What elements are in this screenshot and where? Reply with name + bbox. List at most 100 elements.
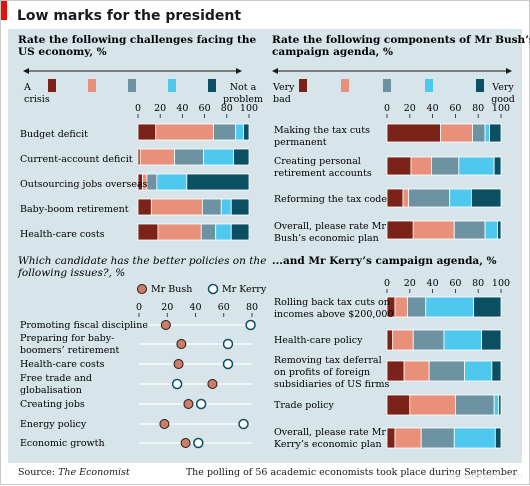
challenges-axis-tick-label: 20 [154, 103, 166, 114]
bush-bar-segment [386, 156, 412, 176]
kerry-category-label: subsidiaries of US firms [274, 379, 390, 390]
bush-bar-segment [489, 123, 502, 143]
kerry-category-label: Kerry’s economic plan [274, 439, 382, 450]
bush-bar-segment [458, 156, 495, 176]
candidates-axis-tick-label: 20 [161, 302, 173, 313]
challenges-bar-segment [157, 223, 202, 241]
challenges-bar-segment [150, 198, 203, 216]
chart-panels-background [8, 29, 522, 463]
candidates-axis-tick-label: 60 [218, 302, 230, 313]
kerry-bar-segment [386, 394, 411, 416]
kerry-category-label: Removing tax deferral [274, 355, 382, 366]
kerry-bar-segment [407, 296, 427, 318]
kerry-point [245, 319, 256, 331]
bush-bar-segment [410, 156, 432, 176]
legend-kerry-label: Mr Kerry [222, 284, 267, 295]
legend-kerry-marker [207, 283, 219, 295]
candidates-axis-tick-label: 80 [246, 302, 258, 313]
bush-bar-segment [449, 188, 472, 208]
legend-challenges-high-label: Not a [230, 82, 257, 93]
legend-bush-swatch-2 [341, 79, 349, 92]
legend-bush-swatch-4 [425, 79, 433, 92]
kerry-bar-segment [464, 360, 493, 382]
page-title: Low marks for the president [17, 8, 242, 24]
kerry-axis-tick-label: 60 [449, 278, 461, 289]
panel-title-candidates: Which candidate has the better policies … [18, 255, 266, 267]
legend-bush-arrow-right [506, 68, 512, 74]
bush-bar-segment [497, 220, 502, 240]
candidates-axis-tick-label: 40 [189, 302, 201, 313]
kerry-point [171, 378, 183, 390]
bush-axis-tick-label: 0 [384, 103, 390, 114]
challenges-bar-segment [233, 148, 250, 166]
bush-axis-tick-label: 80 [472, 103, 484, 114]
panel-title-challenges: Rate the following challenges facing the [18, 34, 256, 46]
panel-title-bush-agenda: campaign agenda, % [272, 46, 393, 58]
kerry-axis-tick-label: 20 [404, 278, 416, 289]
legend-challenges-swatch-4 [168, 79, 176, 92]
kerry-bar-segment [498, 394, 502, 416]
bush-category-label: Creating personal [274, 156, 361, 167]
bush-point [159, 419, 170, 429]
bush-bar-segment [470, 188, 502, 208]
kerry-point [195, 398, 207, 410]
challenges-axis-tick-label: 40 [176, 103, 188, 114]
legend-challenges-arrow-left [23, 68, 29, 74]
challenges-axis-tick-label: 80 [221, 103, 233, 114]
kerry-point [238, 418, 249, 430]
kerry-category-label: Rolling back tax cuts on [274, 297, 390, 308]
bush-point [160, 320, 171, 330]
bush-bar-segment [484, 123, 491, 143]
bush-bar-segment [402, 188, 410, 208]
challenges-bar-segment [230, 198, 250, 216]
kerry-bar-segment [420, 427, 455, 449]
challenges-bar-segment [235, 123, 244, 141]
bush-point [207, 379, 218, 389]
legend-bush-swatch-3 [383, 79, 391, 92]
kerry-axis-tick-label: 40 [427, 278, 439, 289]
legend-bush-marker [137, 284, 147, 294]
challenges-category-label: Health-care costs [20, 229, 105, 240]
kerry-category-label: incomes above $200,000 [274, 309, 394, 320]
legend-bush-high-label: good [491, 94, 515, 105]
candidates-issue-label: Energy policy [20, 419, 87, 430]
candidates-issue-label: Creating jobs [20, 399, 85, 410]
legend-challenges-swatch-5 [208, 79, 216, 92]
legend-bush-swatch-5 [476, 79, 484, 92]
legend-bush-swatch-1 [299, 79, 307, 92]
challenges-axis-tick-label: 100 [240, 103, 258, 114]
challenges-category-label: Budget deficit [20, 129, 88, 140]
bush-category-label: Making the tax cuts [274, 125, 370, 136]
challenges-bar-segment [139, 148, 176, 166]
kerry-point [222, 358, 234, 370]
challenges-bar-segment [156, 173, 188, 191]
challenges-bar-segment [146, 173, 158, 191]
challenges-bar-segment [137, 223, 159, 241]
bush-point [173, 359, 184, 369]
kerry-bar-segment [412, 329, 445, 351]
bush-bar-segment [472, 123, 486, 143]
bush-category-label: retirement accounts [274, 168, 372, 179]
challenges-bar-segment [174, 148, 204, 166]
challenges-bar-segment [137, 123, 157, 141]
kerry-bar-segment [394, 427, 422, 449]
kerry-point [222, 338, 234, 350]
kerry-axis-tick-label: 0 [384, 278, 390, 289]
bush-point [183, 399, 194, 409]
bush-bar-segment [493, 156, 502, 176]
bush-bar-segment [431, 156, 460, 176]
kerry-bar-segment [481, 329, 502, 351]
bush-axis-tick-label: 100 [492, 103, 510, 114]
challenges-category-label: Baby-boom retirement [20, 204, 129, 215]
panel-title-kerry-agenda: ...and Mr Kerry’s campaign agenda, % [272, 255, 497, 267]
source-name: The Economist [58, 467, 130, 478]
bush-bar-segment [386, 123, 441, 143]
kerry-bar-segment [386, 427, 396, 449]
candidates-issue-label: Preparing for baby- [20, 333, 114, 344]
kerry-bar-segment [494, 427, 502, 449]
panel-title-candidates: following issues?, % [17, 267, 125, 279]
kerry-category-label: Overall, please rate Mr [274, 427, 386, 438]
bush-axis-tick-label: 20 [404, 103, 416, 114]
source-note: Source: The Economist [18, 467, 130, 478]
candidates-axis-tick-label: 0 [136, 302, 142, 313]
